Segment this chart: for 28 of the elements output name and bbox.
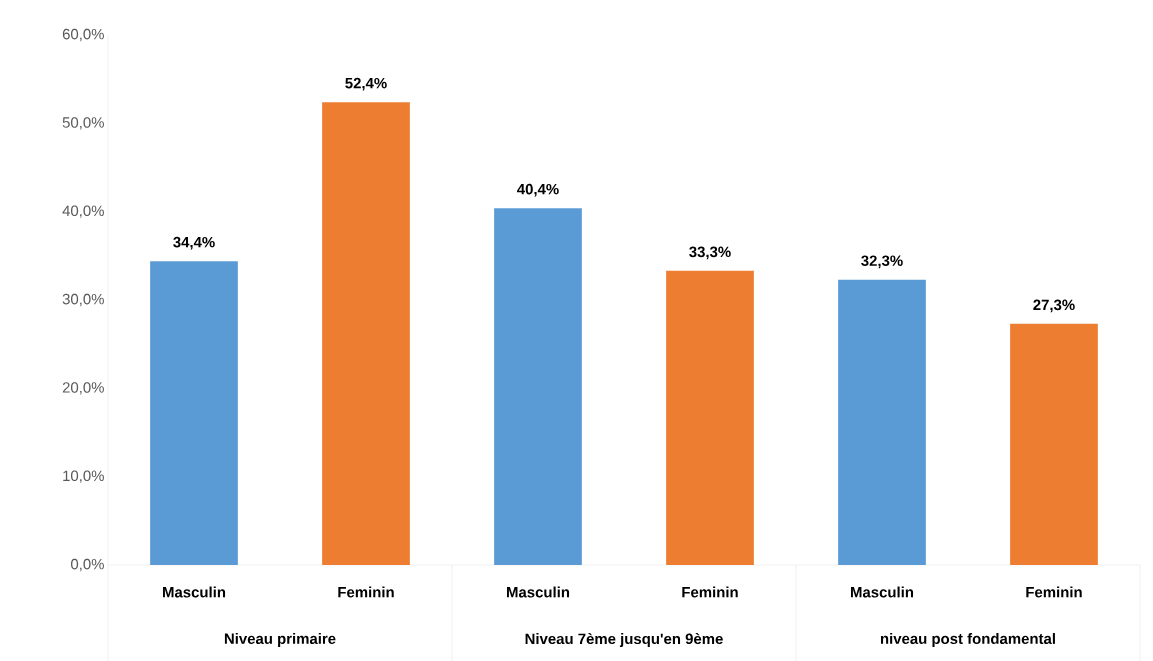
x-tick-label: Masculin — [507, 586, 570, 598]
text: Niveau 7ème jusqu'en 9ème — [525, 632, 723, 648]
text: Niveau primaire — [224, 633, 336, 647]
y-tick-label: 0,0% — [71, 558, 104, 572]
y-tick-label: 40,0% — [62, 205, 104, 218]
bar — [494, 208, 582, 565]
y-tick-label: 10,0% — [63, 470, 104, 483]
data-label: 34,4% — [173, 236, 215, 250]
y-tick-label: 20,0% — [62, 382, 104, 395]
bar — [322, 102, 410, 565]
x-tick-label: Masculin — [163, 586, 226, 598]
y-tick-label: 30,0% — [62, 293, 104, 307]
data-label: 33,3% — [689, 246, 731, 260]
y-tick-label: 50,0% — [62, 117, 104, 130]
y-tick-label: 60,0% — [62, 28, 104, 42]
x-tick-label: Feminin — [1026, 586, 1082, 598]
text: niveau post fondamental — [880, 633, 1055, 647]
x-tick-label: Feminin — [338, 586, 394, 598]
data-label: 32,3% — [861, 255, 903, 269]
x-tick-label: Masculin — [851, 586, 914, 598]
data-label: 27,3% — [1033, 299, 1075, 313]
data-label: 52,4% — [345, 77, 387, 91]
bar — [666, 270, 754, 565]
bar — [150, 261, 238, 565]
bar — [1010, 323, 1098, 565]
x-tick-label: Feminin — [682, 586, 738, 598]
bar — [838, 279, 926, 565]
data-label: 40,4% — [517, 183, 559, 197]
